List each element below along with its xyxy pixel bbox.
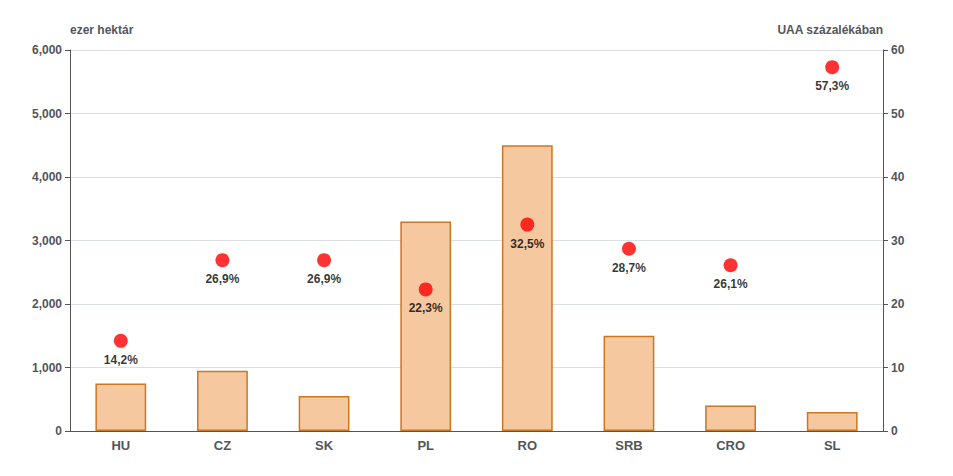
- svg-text:26,9%: 26,9%: [205, 272, 239, 286]
- svg-text:26,9%: 26,9%: [307, 272, 341, 286]
- svg-text:20: 20: [891, 297, 905, 311]
- svg-text:26,1%: 26,1%: [714, 277, 748, 291]
- svg-text:50: 50: [891, 107, 905, 121]
- svg-text:3,000: 3,000: [32, 234, 62, 248]
- svg-text:4,000: 4,000: [32, 170, 62, 184]
- svg-text:1,000: 1,000: [32, 361, 62, 375]
- svg-text:5,000: 5,000: [32, 107, 62, 121]
- svg-text:10: 10: [891, 361, 905, 375]
- svg-text:32,5%: 32,5%: [510, 237, 544, 251]
- svg-text:57,3%: 57,3%: [815, 79, 849, 93]
- svg-text:RO: RO: [518, 438, 538, 453]
- svg-text:0: 0: [891, 424, 898, 438]
- svg-text:2,000: 2,000: [32, 297, 62, 311]
- svg-text:40: 40: [891, 170, 905, 184]
- svg-text:ezer hektár: ezer hektár: [70, 23, 134, 37]
- svg-text:CZ: CZ: [214, 438, 231, 453]
- svg-text:60: 60: [891, 43, 905, 57]
- svg-text:SRB: SRB: [615, 438, 642, 453]
- svg-text:6,000: 6,000: [32, 43, 62, 57]
- svg-text:14,2%: 14,2%: [104, 353, 138, 367]
- svg-text:SL: SL: [824, 438, 841, 453]
- svg-text:30: 30: [891, 234, 905, 248]
- svg-text:0: 0: [55, 424, 62, 438]
- svg-text:CRO: CRO: [716, 438, 745, 453]
- svg-text:UAA százalékában: UAA százalékában: [777, 23, 883, 37]
- svg-text:28,7%: 28,7%: [612, 261, 646, 275]
- svg-text:PL: PL: [417, 438, 434, 453]
- svg-text:22,3%: 22,3%: [409, 301, 443, 315]
- svg-text:HU: HU: [111, 438, 130, 453]
- svg-text:SK: SK: [315, 438, 334, 453]
